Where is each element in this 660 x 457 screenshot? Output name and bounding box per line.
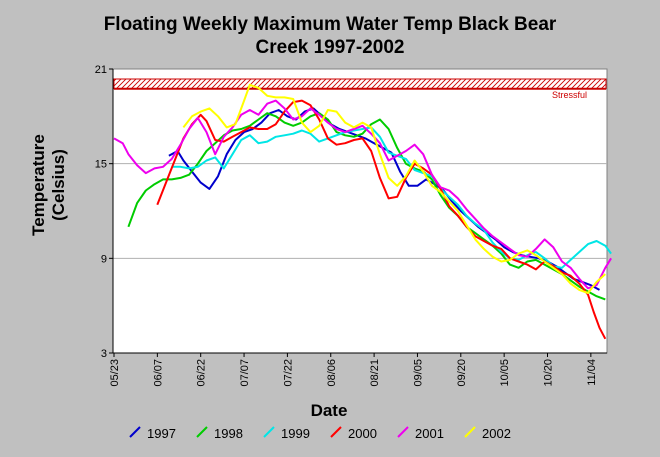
y-axis-title-line2: (Celsius) — [49, 149, 68, 221]
x-tick-label: 06/22 — [196, 359, 208, 387]
legend-swatch-1998 — [196, 426, 208, 438]
series-line-2001 — [113, 99, 612, 290]
legend-swatch-1997 — [129, 426, 141, 438]
stressful-band: Stressful — [113, 78, 607, 100]
x-ticks: 05/23 06/07 06/22 07/07 07/22 08/06 08/21 09/05… — [109, 353, 598, 387]
x-tick-label: 05/23 — [109, 359, 121, 387]
x-tick-label: 10/20 — [543, 359, 555, 387]
y-ticks: 3 9 15 21 — [95, 64, 113, 360]
legend-label-1998: 1998 — [214, 426, 243, 441]
legend-label-2002: 2002 — [482, 426, 511, 441]
chart-title: Floating Weekly Maximum Water Temp Black… — [0, 13, 660, 59]
series-line-1999 — [171, 126, 612, 269]
y-tick-label-15: 15 — [95, 159, 107, 171]
x-tick-label: 08/21 — [369, 359, 381, 387]
legend: 1997 1998 1999 2000 2001 2002 — [129, 426, 511, 441]
chart-title-line2: Creek 1997-2002 — [255, 37, 405, 58]
x-axis-title: Date — [311, 401, 348, 420]
legend-label-1999: 1999 — [281, 426, 310, 441]
y-tick-label-21: 21 — [95, 64, 107, 76]
legend-swatch-2000 — [330, 426, 342, 438]
grid — [113, 163, 607, 259]
series-group — [113, 83, 612, 340]
stressful-label: Stressful — [552, 90, 587, 100]
chart-title-line1: Floating Weekly Maximum Water Temp Black… — [103, 14, 557, 35]
x-tick-label: 06/07 — [152, 359, 164, 387]
x-tick-label: 11/04 — [586, 359, 598, 386]
legend-label-2000: 2000 — [348, 426, 377, 441]
legend-swatch-2002 — [464, 426, 476, 438]
legend-label-1997: 1997 — [147, 426, 176, 441]
y-axis-title-line1: Temperature — [29, 134, 48, 236]
series-line-2000 — [156, 99, 607, 340]
x-tick-label: 09/05 — [412, 359, 424, 387]
x-tick-label: 08/06 — [326, 359, 338, 387]
stressful-band-rect — [113, 78, 607, 90]
y-tick-label-3: 3 — [101, 348, 107, 360]
legend-swatch-1999 — [263, 426, 275, 438]
x-tick-label: 07/07 — [239, 359, 251, 387]
x-tick-label: 07/22 — [282, 359, 294, 387]
series-line-2002 — [182, 83, 606, 294]
x-tick-label: 10/05 — [499, 359, 511, 387]
y-tick-label-9: 9 — [101, 253, 107, 265]
legend-label-2001: 2001 — [415, 426, 444, 441]
legend-swatch-2001 — [397, 426, 409, 438]
plot-area — [112, 68, 608, 354]
x-tick-label: 09/20 — [456, 359, 468, 387]
